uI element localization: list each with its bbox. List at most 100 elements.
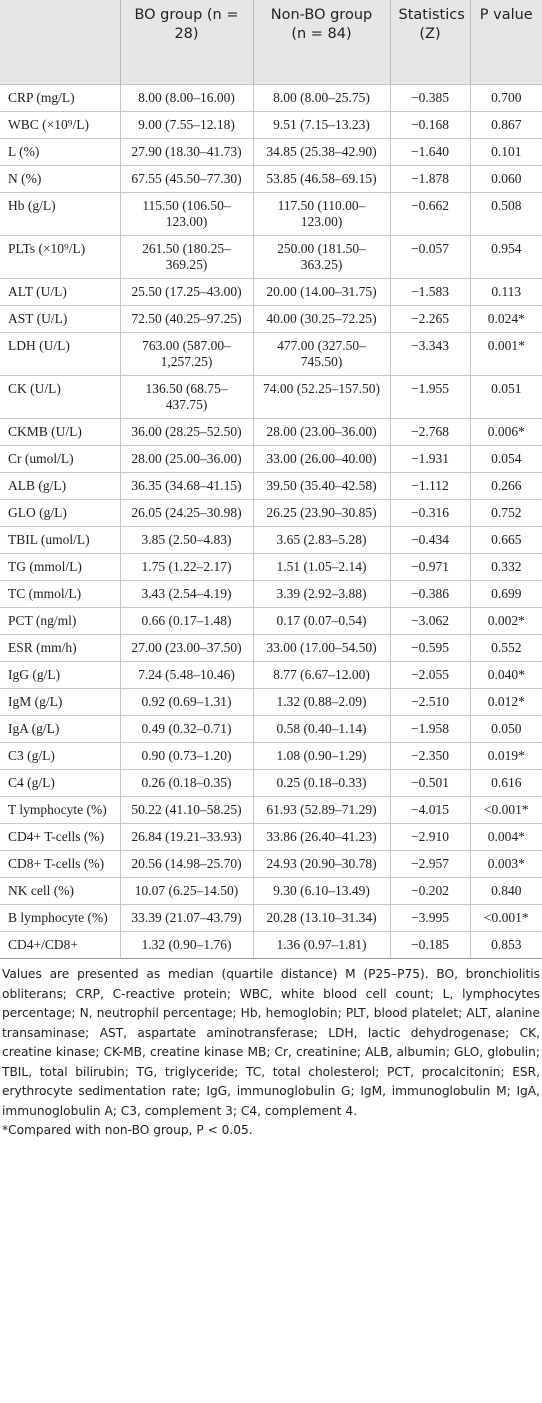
cell: −0.316 <box>389 499 470 527</box>
cell: 0.002* <box>469 607 542 635</box>
table-row: TBIL (umol/L) 3.85 (2.50–4.83) 3.65 (2.83–… <box>0 526 542 554</box>
cell: 9.30 (6.10–13.49) <box>252 877 390 905</box>
cell: <0.001* <box>469 796 542 824</box>
cell: −0.185 <box>389 931 470 958</box>
table-row: LDH (U/L) 763.00 (587.00–1,257.25) 477.00 … <box>0 332 542 376</box>
cell: 33.39 (21.07–43.79) <box>119 904 253 932</box>
cell: 0.699 <box>469 580 542 608</box>
header-row: BO group (n = 28) Non-BO group (n = 84) St… <box>0 0 542 85</box>
table-row: CD4+/CD8+ 1.32 (0.90–1.76) 1.36 (0.97–1.81… <box>0 931 542 958</box>
table-row: L (%) 27.90 (18.30–41.73) 34.85 (25.38–42.… <box>0 138 542 166</box>
cell: 34.85 (25.38–42.90) <box>252 138 390 166</box>
row-label: Hb (g/L) <box>0 192 120 236</box>
row-label: CRP (mg/L) <box>0 84 120 112</box>
row-label: PCT (ng/ml) <box>0 607 120 635</box>
cell: 26.25 (23.90–30.85) <box>252 499 390 527</box>
cell: 9.00 (7.55–12.18) <box>119 111 253 139</box>
header-cell: Non-BO group (n = 84) <box>252 0 390 85</box>
cell: 0.050 <box>469 715 542 743</box>
cell: 0.019* <box>469 742 542 770</box>
cell: −2.910 <box>389 823 470 851</box>
table-row: TC (mmol/L) 3.43 (2.54–4.19) 3.39 (2.92–3.… <box>0 580 542 608</box>
cell: −2.265 <box>389 305 470 333</box>
cell: 0.508 <box>469 192 542 236</box>
cell: 763.00 (587.00–1,257.25) <box>119 332 253 376</box>
row-label: L (%) <box>0 138 120 166</box>
table-row: CD8+ T-cells (%) 20.56 (14.98–25.70) 24.93… <box>0 850 542 878</box>
cell: −0.057 <box>389 235 470 279</box>
table-row: PLTs (×10⁹/L) 261.50 (180.25–369.25) 250.0… <box>0 235 542 279</box>
cell: 0.853 <box>469 931 542 958</box>
row-label: ALT (U/L) <box>0 278 120 306</box>
table-row: PCT (ng/ml) 0.66 (0.17–1.48) 0.17 (0.07–0.… <box>0 607 542 635</box>
cell: 0.266 <box>469 472 542 500</box>
cell: 0.26 (0.18–0.35) <box>119 769 253 797</box>
cell: 33.00 (26.00–40.00) <box>252 445 390 473</box>
cell: −1.112 <box>389 472 470 500</box>
cell: 26.84 (19.21–33.93) <box>119 823 253 851</box>
cell: 0.616 <box>469 769 542 797</box>
cell: 0.001* <box>469 332 542 376</box>
cell: 261.50 (180.25–369.25) <box>119 235 253 279</box>
row-label: B lymphocyte (%) <box>0 904 120 932</box>
row-label: IgA (g/L) <box>0 715 120 743</box>
cell: −2.768 <box>389 418 470 446</box>
cell: 1.75 (1.22–2.17) <box>119 553 253 581</box>
cell: 0.012* <box>469 688 542 716</box>
table-row: CK (U/L) 136.50 (68.75–437.75) 74.00 (52.2… <box>0 375 542 419</box>
cell: −0.386 <box>389 580 470 608</box>
cell: −0.662 <box>389 192 470 236</box>
row-label: ESR (mm/h) <box>0 634 120 662</box>
cell: 53.85 (46.58–69.15) <box>252 165 390 193</box>
table-row: TG (mmol/L) 1.75 (1.22–2.17) 1.51 (1.05–2.… <box>0 553 542 581</box>
cell: 28.00 (25.00–36.00) <box>119 445 253 473</box>
cell: −0.385 <box>389 84 470 112</box>
footnote: *Compared with non-BO group, P < 0.05. <box>2 1123 253 1137</box>
cell: 25.50 (17.25–43.00) <box>119 278 253 306</box>
table-row: WBC (×10⁹/L) 9.00 (7.55–12.18) 9.51 (7.15–… <box>0 111 542 139</box>
data-table: BO group (n = 28) Non-BO group (n = 84) St… <box>0 0 542 958</box>
cell: 0.17 (0.07–0.54) <box>252 607 390 635</box>
cell: 0.954 <box>469 235 542 279</box>
cell: 36.00 (28.25–52.50) <box>119 418 253 446</box>
table-row: CKMB (U/L) 36.00 (28.25–52.50) 28.00 (23.0… <box>0 418 542 446</box>
row-label: CD4+/CD8+ <box>0 931 120 958</box>
cell: 1.32 (0.88–2.09) <box>252 688 390 716</box>
cell: 0.332 <box>469 553 542 581</box>
cell: 67.55 (45.50–77.30) <box>119 165 253 193</box>
row-label: LDH (U/L) <box>0 332 120 376</box>
cell: 40.00 (30.25–72.25) <box>252 305 390 333</box>
footnote: Values are presented as median (quartile… <box>2 967 540 1118</box>
cell: 0.840 <box>469 877 542 905</box>
cell: 27.00 (23.00–37.50) <box>119 634 253 662</box>
cell: 3.65 (2.83–5.28) <box>252 526 390 554</box>
row-label: Cr (umol/L) <box>0 445 120 473</box>
row-label: PLTs (×10⁹/L) <box>0 235 120 279</box>
cell: 61.93 (52.89–71.29) <box>252 796 390 824</box>
row-label: C3 (g/L) <box>0 742 120 770</box>
cell: 74.00 (52.25–157.50) <box>252 375 390 419</box>
table-row: T lymphocyte (%) 50.22 (41.10–58.25) 61.93… <box>0 796 542 824</box>
table-row: ESR (mm/h) 27.00 (23.00–37.50) 33.00 (17.0… <box>0 634 542 662</box>
table-row: Hb (g/L) 115.50 (106.50–123.00) 117.50 (11… <box>0 192 542 236</box>
cell: 0.003* <box>469 850 542 878</box>
cell: −1.955 <box>389 375 470 419</box>
cell: 0.58 (0.40–1.14) <box>252 715 390 743</box>
cell: 72.50 (40.25–97.25) <box>119 305 253 333</box>
row-label: CD8+ T-cells (%) <box>0 850 120 878</box>
table-row: GLO (g/L) 26.05 (24.25–30.98) 26.25 (23.90… <box>0 499 542 527</box>
cell: −0.202 <box>389 877 470 905</box>
row-label: CK (U/L) <box>0 375 120 419</box>
cell: 8.00 (8.00–25.75) <box>252 84 390 112</box>
table-row: B lymphocyte (%) 33.39 (21.07–43.79) 20.28… <box>0 904 542 932</box>
cell: 0.051 <box>469 375 542 419</box>
cell: 26.05 (24.25–30.98) <box>119 499 253 527</box>
table-row: NK cell (%) 10.07 (6.25–14.50) 9.30 (6.10–… <box>0 877 542 905</box>
cell: −1.931 <box>389 445 470 473</box>
cell: 28.00 (23.00–36.00) <box>252 418 390 446</box>
cell: 0.25 (0.18–0.33) <box>252 769 390 797</box>
cell: <0.001* <box>469 904 542 932</box>
cell: 24.93 (20.90–30.78) <box>252 850 390 878</box>
header-cell <box>0 0 120 85</box>
